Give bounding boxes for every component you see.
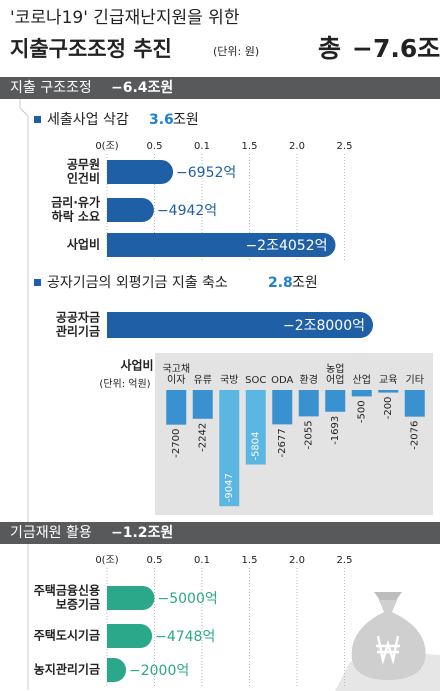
section-value: −1.2조원 bbox=[111, 525, 173, 541]
sub-label: 공자기금의 외평기금 지출 축소 bbox=[47, 275, 228, 291]
guide-line bbox=[19, 99, 29, 690]
category-label: 교육 bbox=[379, 374, 397, 386]
x-tick-label: 0(조) bbox=[95, 555, 118, 566]
category-label: 기타 bbox=[406, 374, 424, 386]
bar bbox=[325, 390, 346, 412]
section-label: 지출 구조조정 bbox=[10, 80, 92, 96]
category-label: 인건비 bbox=[67, 171, 100, 186]
total-value: −7.6조 bbox=[352, 34, 440, 63]
sub-unit: 조원 bbox=[292, 275, 318, 291]
section-label: 기금재원 활용 bbox=[10, 525, 92, 541]
category-label: 하락 소요 bbox=[52, 209, 100, 224]
bar bbox=[166, 390, 187, 425]
value-label: -2242 bbox=[198, 423, 209, 452]
section-band bbox=[0, 77, 440, 99]
category-label: 어업 bbox=[326, 373, 344, 386]
category-label: 환경 bbox=[300, 373, 318, 386]
bar bbox=[107, 586, 155, 610]
header-line1: '코로나19' 긴급재난지원을 위한 bbox=[10, 8, 240, 28]
value-label: -1693 bbox=[330, 416, 341, 445]
bar bbox=[272, 390, 293, 425]
sub-value: 3.6 bbox=[149, 112, 174, 128]
panel-title: 사업비 bbox=[120, 358, 153, 373]
category-label: 국방 bbox=[220, 374, 238, 386]
bar bbox=[107, 624, 153, 648]
x-tick-label: 0.1 bbox=[194, 555, 210, 566]
bar bbox=[107, 658, 126, 682]
value-label: -2076 bbox=[410, 421, 421, 450]
value-label: -500 bbox=[357, 400, 368, 423]
category-label: 농지관리기금 bbox=[34, 662, 100, 677]
won-symbol bbox=[376, 635, 400, 665]
x-tick-label: 1.5 bbox=[242, 141, 258, 152]
section-value: −6.4조원 bbox=[111, 80, 173, 96]
category-label: 금리·유가 bbox=[51, 195, 100, 210]
x-tick-label: 0.5 bbox=[147, 141, 163, 152]
bar bbox=[107, 312, 373, 338]
value-label: −2000억 bbox=[129, 663, 189, 679]
category-label: 공무원 bbox=[67, 158, 100, 172]
value-label: −4748억 bbox=[155, 629, 215, 645]
money-bag-icon bbox=[335, 592, 440, 691]
bar bbox=[298, 390, 319, 417]
bar bbox=[404, 390, 425, 417]
category-label: 농업 bbox=[326, 362, 344, 375]
value-label: −5000억 bbox=[158, 591, 218, 607]
bar bbox=[107, 160, 174, 184]
bar bbox=[219, 390, 240, 507]
value-label: -5804 bbox=[251, 431, 262, 460]
panel-subtitle: (단위: 억원) bbox=[99, 377, 150, 390]
category-label: 보증기금 bbox=[56, 597, 100, 612]
x-tick-label: 0.5 bbox=[147, 555, 163, 566]
x-tick-label: 0.1 bbox=[194, 141, 210, 152]
x-tick-label: 1.5 bbox=[242, 555, 258, 566]
value-label: −2조8000억 bbox=[283, 318, 365, 334]
section-band bbox=[0, 522, 440, 544]
category-label: 공공자금 bbox=[56, 310, 100, 325]
bullet bbox=[34, 279, 41, 286]
category-label: 유류 bbox=[194, 374, 212, 386]
bullet bbox=[34, 116, 41, 123]
bar bbox=[107, 233, 336, 257]
category-label: 사업비 bbox=[67, 237, 100, 252]
category-label: ODA bbox=[271, 375, 293, 386]
bar bbox=[245, 390, 266, 465]
bar bbox=[192, 390, 213, 419]
value-label: −2조4052억 bbox=[245, 238, 327, 254]
x-tick-label: 2.5 bbox=[337, 141, 353, 152]
bag bbox=[351, 598, 426, 680]
bag-top bbox=[374, 592, 402, 600]
category-label: 주택도시기금 bbox=[34, 628, 100, 643]
x-tick-label: 0(조) bbox=[95, 141, 118, 152]
x-tick-label: 2.0 bbox=[289, 141, 305, 152]
bar bbox=[107, 198, 154, 222]
sub-value: 2.8 bbox=[268, 275, 293, 291]
category-label: 관리기금 bbox=[56, 324, 100, 339]
total-prefix: 총 bbox=[318, 34, 341, 63]
x-tick-label: 2.5 bbox=[337, 555, 353, 566]
category-label: 주택금융신용 bbox=[34, 583, 100, 598]
value-label: -2677 bbox=[277, 428, 288, 457]
value-label: -9047 bbox=[224, 473, 235, 502]
category-label: 이자 bbox=[167, 374, 185, 386]
x-tick-label: 2.0 bbox=[289, 555, 305, 566]
category-label: SOC bbox=[245, 375, 266, 386]
panel bbox=[155, 353, 433, 515]
header-unit: (단위: 원) bbox=[213, 45, 259, 58]
category-label: 산업 bbox=[353, 373, 371, 386]
bar bbox=[378, 390, 399, 393]
bar bbox=[351, 390, 372, 397]
value-label: −6952억 bbox=[176, 165, 236, 181]
sub-label: 세출사업 삭감 bbox=[47, 112, 129, 128]
category-label: 국고채 bbox=[162, 363, 190, 375]
value-label: -2055 bbox=[304, 420, 315, 449]
value-label: −4942억 bbox=[157, 203, 217, 219]
sub-unit: 조원 bbox=[173, 112, 199, 128]
header-title: 지출구조조정 추진 bbox=[10, 37, 172, 61]
value-label: -200 bbox=[383, 397, 394, 420]
value-label: -2700 bbox=[171, 429, 182, 458]
